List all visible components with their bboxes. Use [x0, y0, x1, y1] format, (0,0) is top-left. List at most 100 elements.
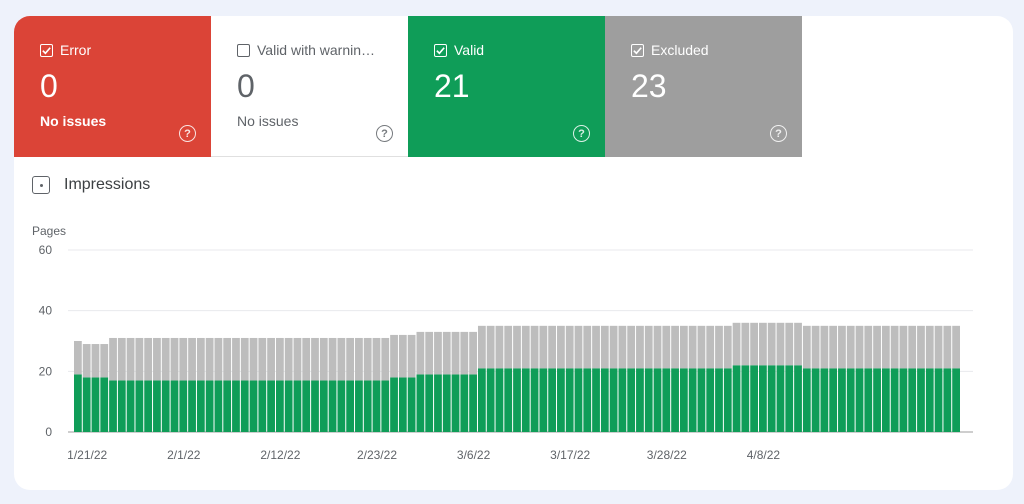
bar-excluded[interactable] [952, 325, 960, 369]
bar-excluded[interactable] [205, 337, 214, 381]
bar-excluded[interactable] [144, 337, 153, 381]
tile-warning[interactable]: Valid with warnin… 0 No issues ? [211, 16, 408, 157]
bar-excluded[interactable] [355, 337, 363, 381]
bar-valid[interactable] [434, 374, 442, 432]
bar-excluded[interactable] [899, 325, 908, 369]
bar-excluded[interactable] [319, 337, 328, 381]
tile-valid[interactable]: Valid 21 ? [408, 16, 605, 157]
bar-valid[interactable] [223, 380, 232, 432]
bar-valid[interactable] [495, 368, 504, 432]
bar-excluded[interactable] [91, 344, 100, 378]
bar-valid[interactable] [425, 374, 434, 432]
bar-excluded[interactable] [802, 325, 811, 369]
bar-valid[interactable] [302, 380, 311, 432]
bar-valid[interactable] [188, 380, 196, 432]
bar-excluded[interactable] [750, 322, 759, 366]
bar-excluded[interactable] [811, 325, 820, 369]
bar-excluded[interactable] [592, 325, 600, 369]
bar-excluded[interactable] [223, 337, 232, 381]
bar-excluded[interactable] [934, 325, 943, 369]
bar-excluded[interactable] [723, 325, 732, 369]
bar-valid[interactable] [811, 368, 820, 432]
bar-valid[interactable] [284, 380, 293, 432]
bar-excluded[interactable] [917, 325, 925, 369]
bar-valid[interactable] [381, 380, 390, 432]
bar-valid[interactable] [846, 368, 855, 432]
bar-excluded[interactable] [196, 337, 205, 381]
bar-valid[interactable] [232, 380, 240, 432]
bar-valid[interactable] [943, 368, 952, 432]
bar-excluded[interactable] [425, 331, 434, 375]
bar-excluded[interactable] [126, 337, 135, 381]
bar-valid[interactable] [100, 377, 109, 432]
bar-valid[interactable] [636, 368, 644, 432]
bar-valid[interactable] [618, 368, 627, 432]
bar-valid[interactable] [275, 380, 284, 432]
bar-valid[interactable] [91, 377, 100, 432]
bar-valid[interactable] [908, 368, 917, 432]
bar-excluded[interactable] [627, 325, 636, 369]
bar-excluded[interactable] [583, 325, 592, 369]
bar-excluded[interactable] [170, 337, 179, 381]
bar-excluded[interactable] [767, 322, 776, 366]
bar-excluded[interactable] [706, 325, 715, 369]
bar-valid[interactable] [469, 374, 477, 432]
bar-excluded[interactable] [153, 337, 161, 381]
bar-valid[interactable] [838, 368, 846, 432]
bar-valid[interactable] [74, 374, 82, 432]
bar-excluded[interactable] [346, 337, 355, 381]
bar-valid[interactable] [583, 368, 592, 432]
bar-valid[interactable] [390, 377, 398, 432]
bar-valid[interactable] [706, 368, 715, 432]
bar-valid[interactable] [258, 380, 267, 432]
bar-valid[interactable] [644, 368, 653, 432]
bar-valid[interactable] [135, 380, 144, 432]
bar-excluded[interactable] [890, 325, 899, 369]
bar-excluded[interactable] [495, 325, 504, 369]
bar-excluded[interactable] [390, 334, 398, 378]
bar-excluded[interactable] [407, 334, 416, 378]
bar-excluded[interactable] [662, 325, 671, 369]
bar-valid[interactable] [416, 374, 425, 432]
checkbox-checked-icon[interactable] [631, 43, 644, 57]
bar-valid[interactable] [671, 368, 679, 432]
bar-valid[interactable] [460, 374, 469, 432]
bar-valid[interactable] [355, 380, 363, 432]
bar-valid[interactable] [319, 380, 328, 432]
bar-valid[interactable] [776, 365, 785, 432]
bar-valid[interactable] [548, 368, 557, 432]
bar-excluded[interactable] [609, 325, 618, 369]
checkbox-checked-icon[interactable] [40, 43, 53, 57]
bar-excluded[interactable] [741, 322, 750, 366]
bar-excluded[interactable] [240, 337, 249, 381]
bar-excluded[interactable] [565, 325, 574, 369]
impressions-toggle[interactable]: Impressions [32, 176, 150, 194]
bar-valid[interactable] [530, 368, 539, 432]
bar-valid[interactable] [486, 368, 495, 432]
bar-valid[interactable] [732, 365, 741, 432]
bar-excluded[interactable] [249, 337, 258, 381]
bar-valid[interactable] [451, 374, 460, 432]
bar-valid[interactable] [311, 380, 319, 432]
bar-excluded[interactable] [688, 325, 697, 369]
bar-valid[interactable] [126, 380, 135, 432]
bar-excluded[interactable] [715, 325, 723, 369]
bar-excluded[interactable] [855, 325, 864, 369]
bar-excluded[interactable] [600, 325, 609, 369]
bar-excluded[interactable] [881, 325, 890, 369]
bar-excluded[interactable] [846, 325, 855, 369]
bar-excluded[interactable] [284, 337, 293, 381]
bar-excluded[interactable] [943, 325, 952, 369]
bar-valid[interactable] [153, 380, 161, 432]
bar-excluded[interactable] [548, 325, 557, 369]
bar-valid[interactable] [794, 365, 802, 432]
bar-valid[interactable] [592, 368, 600, 432]
help-circle-icon[interactable]: ? [573, 125, 590, 142]
bar-valid[interactable] [627, 368, 636, 432]
bar-valid[interactable] [565, 368, 574, 432]
bar-valid[interactable] [117, 380, 126, 432]
bar-excluded[interactable] [460, 331, 469, 375]
bar-valid[interactable] [504, 368, 513, 432]
bar-excluded[interactable] [636, 325, 644, 369]
bar-excluded[interactable] [794, 322, 802, 366]
